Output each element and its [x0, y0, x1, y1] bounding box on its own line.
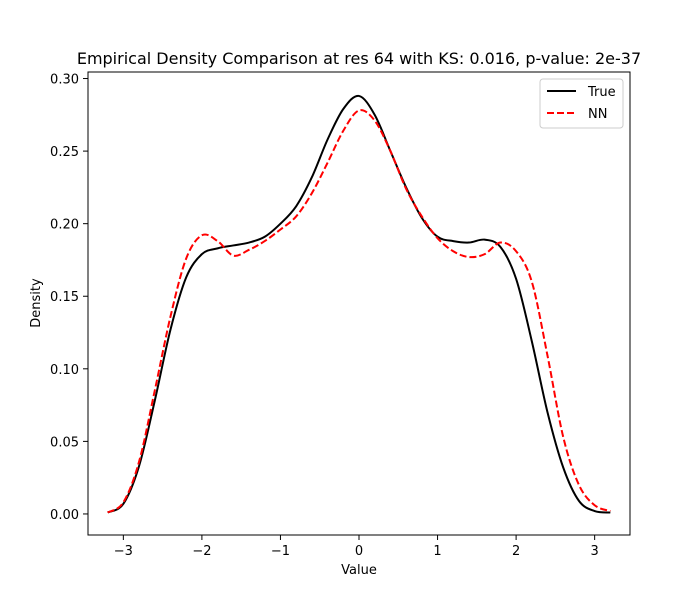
legend-label-nn: NN	[588, 107, 607, 122]
series-line-nn	[107, 109, 611, 514]
x-tick-label: 1	[433, 544, 441, 559]
x-axis-label: Value	[341, 563, 377, 578]
y-tick-label: 0.25	[50, 145, 79, 160]
x-tick-label: 3	[591, 544, 599, 559]
legend-label-true: True	[587, 85, 616, 100]
chart-title: Empirical Density Comparison at res 64 w…	[77, 49, 641, 68]
y-tick-label: 0.00	[50, 508, 79, 523]
x-tick-label: 0	[355, 544, 363, 559]
y-tick-label: 0.15	[50, 290, 79, 305]
y-tick-label: 0.10	[50, 363, 79, 378]
y-tick-label: 0.30	[50, 73, 79, 88]
x-tick-label: −1	[271, 544, 290, 559]
legend: True NN	[539, 78, 624, 129]
y-axis-label: Density	[29, 278, 44, 328]
x-tick-label: −3	[114, 544, 133, 559]
x-tick-label: 2	[512, 544, 520, 559]
x-tick-label: −2	[192, 544, 211, 559]
y-tick-label: 0.05	[50, 435, 79, 450]
y-tick-label: 0.20	[50, 218, 79, 233]
series-line-true	[107, 94, 611, 514]
plot-frame	[87, 71, 631, 536]
